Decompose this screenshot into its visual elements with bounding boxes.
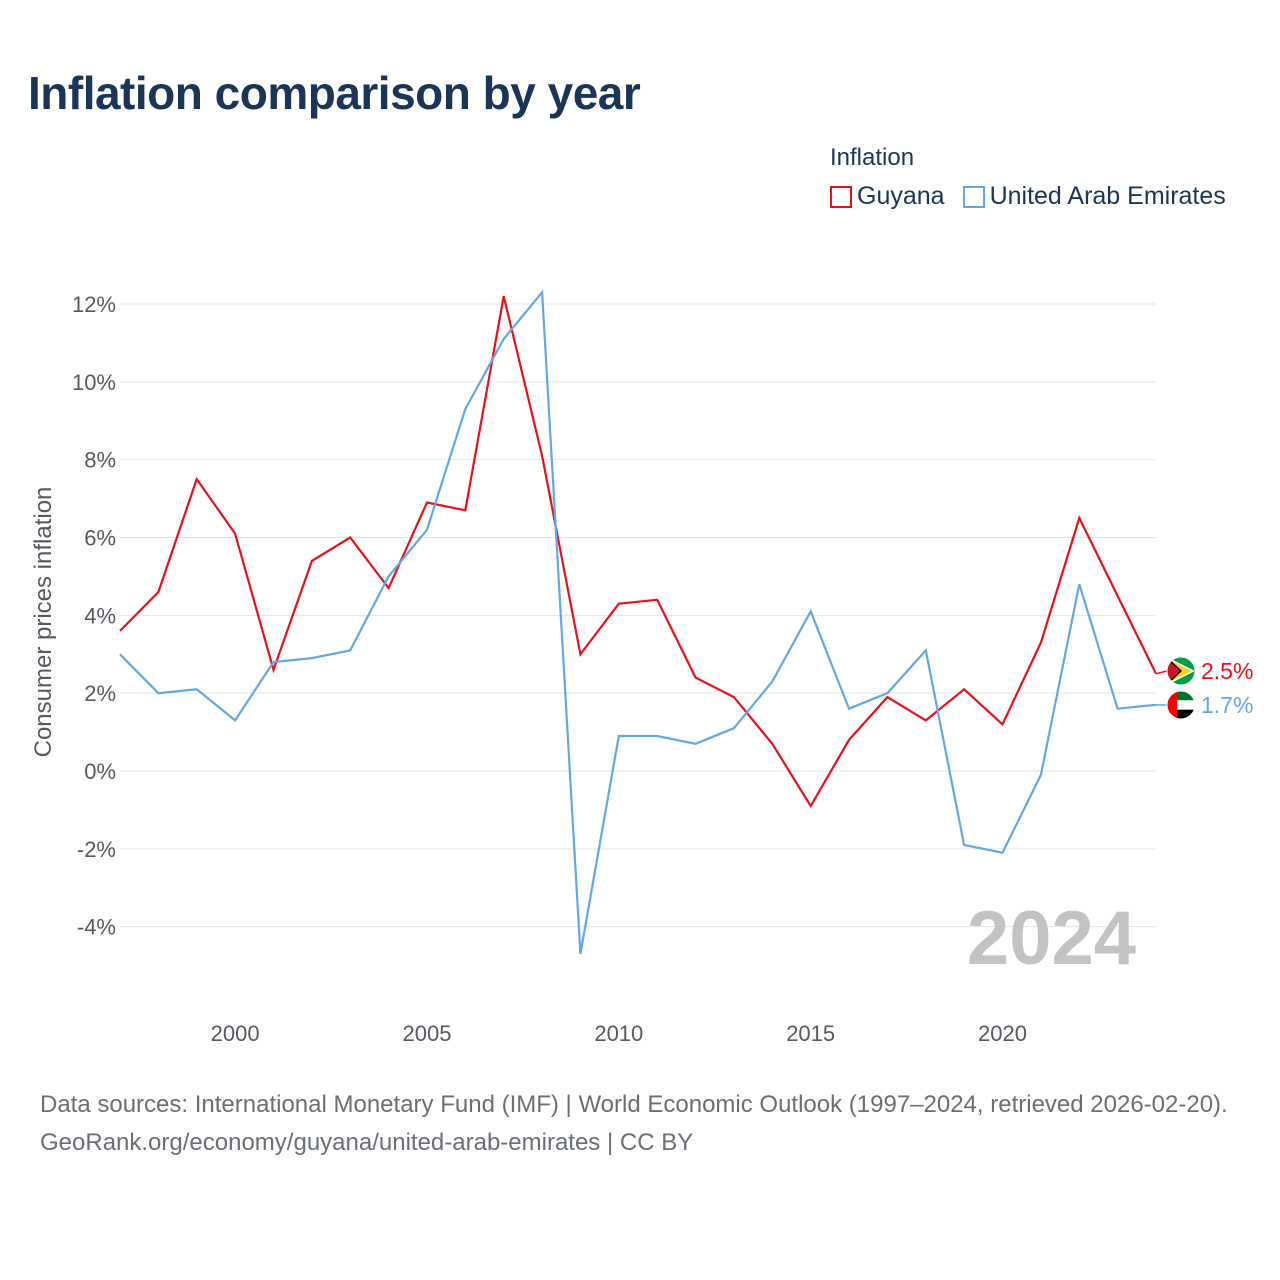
y-tick-label: 12% — [72, 292, 116, 317]
gridlines — [120, 303, 1156, 928]
flag-border — [1166, 690, 1196, 720]
y-tick-label: 2% — [84, 681, 116, 706]
flag-border — [1166, 656, 1196, 686]
flag-white-stripe — [1167, 700, 1195, 710]
legend-label-guyana: Guyana — [857, 182, 945, 210]
y-tick-label: 8% — [84, 448, 116, 473]
y-axis-ticks: -4% -2% 0% 2% 4% 6% 8% 10% 12% — [72, 292, 116, 940]
y-axis-title: Consumer prices inflation — [30, 487, 57, 758]
y-tick-label: 6% — [84, 526, 116, 551]
x-tick-label: 2020 — [978, 1021, 1027, 1046]
flag-red-triangle — [1167, 659, 1180, 683]
x-axis-ticks: 2000 2005 2010 2015 2020 — [211, 1021, 1027, 1046]
x-tick-label: 2005 — [402, 1021, 451, 1046]
guyana-flag-icon — [1167, 657, 1195, 685]
series-line-uae — [119, 289, 1157, 955]
y-tick-label: -2% — [77, 837, 116, 862]
flag-black-stripe — [1167, 709, 1195, 719]
y-tick-label: 10% — [72, 370, 116, 395]
y-tick-label: -4% — [77, 915, 116, 940]
legend-label-uae: United Arab Emirates — [989, 182, 1226, 210]
end-label-uae: 1.7% — [1201, 692, 1253, 718]
series-lines — [119, 289, 1157, 955]
legend-title: Inflation — [830, 144, 915, 171]
end-flags: 2.5% 1.7% — [1155, 656, 1253, 720]
legend-item-guyana[interactable]: Guyana — [830, 182, 945, 211]
footer-sources: Data sources: International Monetary Fun… — [40, 1091, 1228, 1118]
y-tick-label: 0% — [84, 759, 116, 784]
end-label-guyana: 2.5% — [1201, 658, 1253, 684]
x-tick-label: 2000 — [211, 1021, 260, 1046]
chart-title: Inflation comparison by year — [28, 67, 641, 119]
legend-item-uae[interactable]: United Arab Emirates — [962, 182, 1226, 211]
uae-flag-icon — [1167, 691, 1195, 719]
legend-swatch-guyana — [830, 185, 852, 208]
series-line-guyana — [119, 295, 1157, 809]
y-tick-label: 4% — [84, 603, 116, 628]
footer-link[interactable]: GeoRank.org/economy/guyana/united-arab-e… — [40, 1129, 694, 1156]
legend-swatch-uae — [962, 185, 985, 208]
x-tick-label: 2010 — [594, 1021, 643, 1046]
flag-red-bar — [1167, 691, 1177, 719]
end-connector — [1155, 670, 1168, 675]
line-chart: -4%-2%0%2%4%6%8%10%12% 2000 2005 2010 2015 2… — [30, 289, 1253, 1046]
x-tick-label: 2015 — [786, 1021, 835, 1046]
year-watermark: 2024 — [967, 896, 1136, 981]
footer: Data sources: International Monetary Fun… — [40, 1086, 1250, 1162]
legend: Inflation Guyana United Arab Emirates — [830, 144, 1226, 211]
flag-green-stripe — [1167, 691, 1195, 701]
